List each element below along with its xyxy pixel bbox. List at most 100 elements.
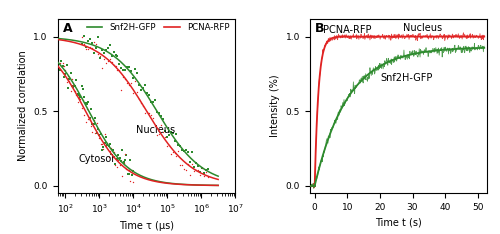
Point [87,124,95,128]
Point [143,110,151,114]
Point [120,68,128,72]
Point [202,170,210,174]
Point [108,60,116,64]
Point [133,71,141,75]
Point [174,149,182,153]
Point [66,79,74,82]
Point [122,77,130,81]
Point [166,152,174,155]
Point [67,71,75,74]
Point [114,153,122,157]
Point [110,50,118,54]
Point [106,43,114,47]
Point [100,51,108,55]
Text: B: B [315,22,324,35]
Point [80,113,88,117]
Point [182,148,190,152]
Point [98,48,106,52]
Point [91,131,99,134]
Point [149,116,157,120]
Point [58,59,66,63]
Point [58,64,66,68]
X-axis label: Time τ (μs): Time τ (μs) [119,221,174,231]
Text: Cytosol: Cytosol [78,154,114,164]
Point [118,66,126,69]
Point [100,147,108,151]
Point [129,180,137,184]
Point [104,143,112,146]
Point [118,148,126,152]
Point [125,172,133,176]
Point [129,77,137,80]
Point [100,57,108,61]
Point [100,132,108,136]
Point [122,68,130,72]
Point [104,141,112,144]
Point [102,135,110,139]
Point [56,68,64,72]
Point [106,57,114,61]
Point [139,87,147,90]
Point [109,148,117,152]
Point [86,118,94,122]
Point [180,167,188,171]
Point [78,84,86,88]
Point [72,78,80,82]
Point [60,76,68,79]
Point [112,162,120,166]
Point [164,133,172,137]
Point [121,158,129,162]
Point [125,168,133,172]
Point [76,97,84,101]
Point [129,91,137,95]
Point [194,168,202,172]
Point [100,141,108,145]
Point [151,124,159,128]
X-axis label: Time t (s): Time t (s) [376,217,422,227]
Point [110,150,118,154]
Point [153,110,161,114]
Point [86,37,94,41]
Point [56,61,64,65]
Point [168,131,176,135]
Y-axis label: Intensity (%): Intensity (%) [270,75,280,137]
Point [86,45,94,49]
Point [200,174,208,177]
Point [158,117,166,121]
Point [90,51,98,54]
Point [114,55,122,58]
Point [166,130,174,134]
Point [90,40,98,44]
Y-axis label: Normalized correlation: Normalized correlation [18,51,28,161]
Point [192,161,200,165]
Point [112,163,120,166]
Point [80,95,88,99]
Point [108,146,116,150]
Point [72,93,80,97]
Point [188,162,196,166]
Point [83,107,91,110]
Point [133,90,141,94]
Point [162,144,170,148]
Point [102,144,110,148]
Point [114,68,122,71]
Point [104,46,112,50]
Point [80,42,88,46]
Point [84,101,92,104]
Point [96,56,104,60]
Point [116,68,124,72]
Point [67,89,75,93]
Point [62,73,70,76]
Point [158,130,166,134]
Point [102,48,110,52]
Point [108,54,116,58]
Point [120,161,128,165]
Point [114,158,122,162]
Point [66,77,74,81]
Point [104,155,112,159]
Point [149,100,157,104]
Point [90,122,98,126]
Point [204,167,212,171]
Point [186,161,194,164]
Point [94,128,102,131]
